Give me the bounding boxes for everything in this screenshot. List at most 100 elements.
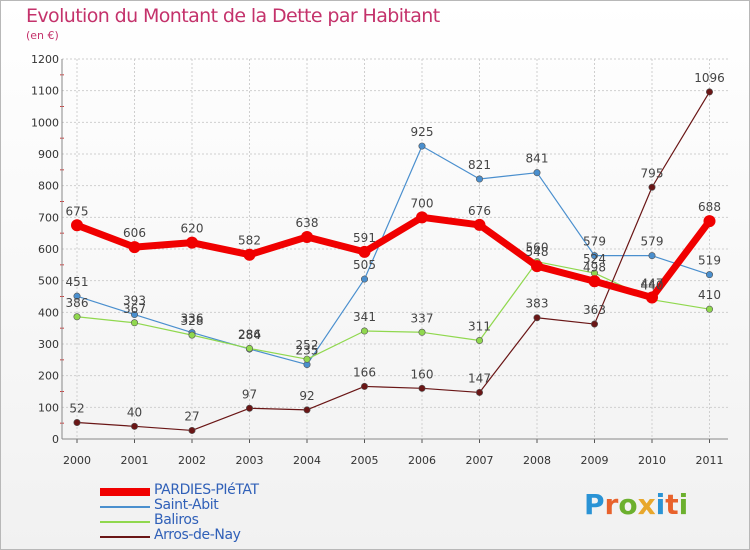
proxiti-logo: Proxiti — [584, 488, 688, 521]
legend-item-pardies-pietat: PARDIES-PIéTAT — [100, 482, 330, 499]
data-point — [475, 175, 483, 183]
data-label: 383 — [526, 297, 549, 311]
data-label: 40 — [127, 405, 142, 419]
data-label: 410 — [698, 288, 721, 302]
y-tick-label: 500 — [38, 275, 59, 288]
data-label: 795 — [641, 166, 664, 180]
logo-letter: x — [637, 488, 656, 521]
data-point — [475, 337, 483, 345]
data-label: 505 — [353, 258, 376, 272]
data-label: 620 — [181, 222, 204, 236]
data-point — [188, 331, 196, 339]
data-label: 284 — [238, 328, 261, 342]
series — [71, 88, 716, 434]
legend-swatch — [100, 521, 150, 523]
data-point — [73, 419, 81, 427]
data-point — [360, 327, 368, 335]
data-label: 160 — [411, 367, 434, 381]
data-label: 700 — [411, 196, 434, 210]
data-point — [73, 313, 81, 321]
data-point — [303, 355, 311, 363]
x-tick-label: 2006 — [408, 454, 436, 467]
data-point — [418, 328, 426, 336]
x-tick-label: 2003 — [236, 454, 264, 467]
x-tick-label: 2005 — [351, 454, 379, 467]
data-label: 92 — [299, 389, 314, 403]
data-point — [473, 218, 486, 231]
data-label: 925 — [411, 125, 434, 139]
logo-letter: P — [584, 488, 605, 521]
data-label: 548 — [526, 245, 549, 259]
x-tick-label: 2011 — [696, 454, 724, 467]
data-point — [131, 311, 139, 319]
data-label: 451 — [66, 275, 89, 289]
data-point — [360, 382, 368, 390]
data-label: 579 — [641, 235, 664, 249]
chart-subtitle: (en €) — [26, 29, 59, 42]
y-tick-label: 200 — [38, 370, 59, 383]
y-tick-label: 800 — [38, 180, 59, 193]
data-label: 560 — [526, 241, 549, 255]
grid — [62, 58, 728, 440]
data-label: 341 — [353, 310, 376, 324]
series-line-3 — [76, 91, 711, 432]
data-point — [418, 384, 426, 392]
legend-item-baliros: Baliros — [100, 512, 330, 529]
y-tick-label: 600 — [38, 243, 59, 256]
x-tick-label: 2004 — [293, 454, 321, 467]
data-point — [358, 245, 371, 258]
data-point — [128, 241, 141, 254]
data-point — [588, 275, 601, 288]
logo-letter: o — [618, 488, 638, 521]
y-tick-label: 700 — [38, 211, 59, 224]
data-point — [648, 252, 656, 260]
data-point — [416, 211, 428, 224]
chart-title: Evolution du Montant de la Dette par Hab… — [26, 5, 440, 27]
data-point — [188, 426, 196, 434]
legend-item-arros-de-nay: Arros-de-Nay — [100, 527, 330, 544]
data-point — [533, 169, 541, 177]
data-point — [705, 271, 713, 279]
data-label: 638 — [296, 216, 319, 230]
data-point — [246, 344, 254, 352]
axes: 0 100 200 300 400 500 600 700 800 900 1000 1100 1200… — [31, 53, 728, 467]
data-label: 337 — [411, 311, 434, 325]
logo-letter: i — [678, 488, 689, 521]
data-point — [71, 219, 83, 232]
y-tick-label: 0 — [52, 433, 59, 446]
data-label: 252 — [296, 338, 319, 352]
data-label: 235 — [296, 344, 319, 358]
data-label: 1096 — [694, 71, 725, 85]
series-line-1 — [76, 145, 710, 366]
data-point — [531, 260, 543, 273]
data-label: 524 — [583, 252, 606, 266]
x-tick-label: 2007 — [466, 454, 494, 467]
y-tick-label: 1100 — [31, 85, 59, 98]
data-label: 676 — [468, 204, 491, 218]
y-tick-label: 400 — [38, 306, 59, 319]
data-label: 336 — [181, 312, 204, 326]
data-label: 440 — [641, 279, 664, 293]
data-label: 821 — [468, 158, 491, 172]
data-point — [703, 215, 716, 228]
data-label: 367 — [123, 302, 146, 316]
data-label: 393 — [123, 294, 146, 308]
data-label: 328 — [181, 314, 204, 328]
data-label: 498 — [583, 260, 606, 274]
legend-label: PARDIES-PIéTAT — [154, 482, 259, 498]
data-point — [303, 406, 311, 414]
legend-item-saint-abit: Saint-Abit — [100, 497, 330, 514]
data-point — [131, 422, 139, 430]
data-point — [475, 388, 483, 396]
data-point — [705, 88, 713, 96]
x-tick-label: 2009 — [581, 454, 609, 467]
data-label: 688 — [698, 200, 721, 214]
logo-letter: i — [655, 488, 666, 521]
legend-label: Arros-de-Nay — [154, 527, 241, 543]
data-label: 27 — [184, 409, 199, 423]
data-point — [243, 248, 256, 261]
logo-letter: r — [604, 488, 619, 521]
legend-label: Saint-Abit — [154, 497, 219, 513]
